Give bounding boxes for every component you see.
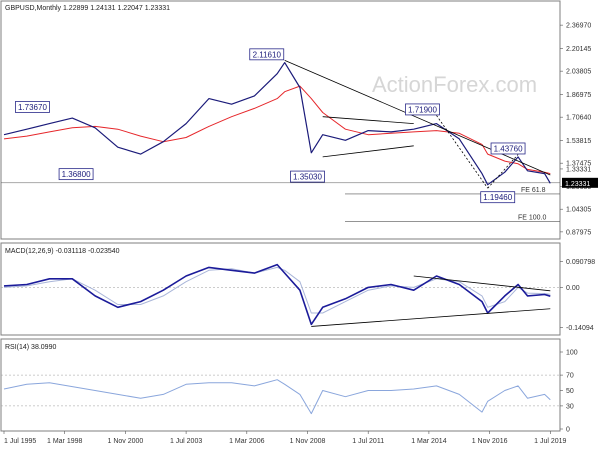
macd-y-tick-label: 0.00	[566, 285, 580, 292]
annotation-box	[290, 170, 325, 183]
macd-panel	[0, 242, 561, 336]
annotation-label: 1.71900	[408, 105, 437, 114]
price-annotation: 1.36800	[58, 168, 94, 181]
macd-support-line	[311, 308, 551, 327]
price-downtrend-line	[284, 59, 551, 176]
price-y-tick-label: 0.87975	[566, 229, 591, 236]
triangle-lower-line	[322, 145, 414, 158]
series-layer	[3, 61, 551, 415]
grid-layer	[1, 182, 560, 407]
label-layer: FE 61.8 FE 100.0 1.73670 1.36800 2.11610 1.35…	[15, 48, 547, 222]
macd-resistance-line	[413, 275, 551, 292]
rsi-y-tick-label: 50	[566, 388, 574, 395]
rsi-line	[3, 379, 551, 415]
annotation-box	[58, 168, 94, 181]
x-tick-label: 1 Jul 2011	[352, 438, 384, 445]
x-tick-label: 1 Mar 1998	[47, 438, 83, 445]
x-tick-label: 1 Mar 2006	[229, 438, 265, 445]
watermark: ActionForex.com	[372, 72, 537, 97]
annotation-box	[490, 142, 526, 155]
last-price-badge	[562, 177, 598, 188]
macd-signal-line	[3, 266, 551, 314]
annotation-label: 2.11610	[253, 50, 282, 59]
price-y-tick-label: 2.20145	[566, 46, 591, 53]
axis-layer: 2.36970 2.20145 2.03805 1.86975 1.70640 1.538…	[3, 23, 598, 445]
price-annotation: 1.35030	[290, 170, 325, 183]
moving-average-line	[3, 85, 551, 175]
price-y-tick-label: 1.33331	[566, 166, 591, 173]
x-tick-label: 1 Mar 2014	[411, 438, 447, 445]
rsi-y-tick-label: 100	[566, 350, 578, 357]
rsi-panel	[0, 338, 561, 432]
x-tick-label: 1 Nov 2008	[290, 438, 326, 445]
macd-header: MACD(12,26,9) -0.031118 -0.023540	[5, 248, 120, 255]
price-header: GBPUSD,Monthly 1.22899 1.24131 1.22047 1…	[5, 5, 170, 12]
price-annotation: 1.43760	[490, 142, 526, 155]
rsi-y-tick-label: 30	[566, 403, 574, 410]
annotation-box	[249, 48, 285, 61]
price-y-tick-label: 1.86975	[566, 92, 591, 99]
price-annotation: 1.71900	[405, 103, 440, 116]
trend-layer	[284, 59, 551, 327]
triangle-upper-line	[322, 116, 414, 125]
macd-y-tick-label: -0.14094	[566, 325, 594, 332]
price-line	[3, 61, 551, 186]
price-y-tick-label: 1.70640	[566, 115, 591, 122]
price-annotation: 2.11610	[249, 48, 285, 61]
annotation-label: 1.43760	[494, 144, 523, 153]
price-y-tick-label: 1.37475	[566, 161, 591, 168]
price-annotation: 1.73670	[15, 101, 50, 113]
annotation-label: 1.19460	[483, 193, 512, 202]
fe-level-label: FE 61.8	[521, 187, 546, 194]
macd-line	[3, 263, 551, 326]
wave-dashed-line	[436, 115, 489, 189]
annotation-label: 1.36800	[62, 170, 91, 179]
last-price-label: 1.23331	[565, 181, 590, 188]
price-y-tick-label: 2.03805	[566, 69, 591, 76]
annotation-box	[15, 101, 50, 113]
x-tick-label: 1 Nov 2000	[107, 438, 143, 445]
price-annotation: 1.19460	[480, 191, 516, 204]
x-tick-label: 1 Jul 2019	[534, 438, 566, 445]
price-panel	[0, 0, 561, 240]
wave-dashed-line	[487, 154, 519, 189]
rsi-header: RSI(14) 38.0990	[5, 344, 56, 351]
price-y-tick-label: 1.53815	[566, 138, 591, 145]
x-tick-label: 1 Jul 1995	[4, 438, 36, 445]
price-y-tick-label: 1.04305	[566, 207, 591, 214]
annotation-box	[405, 103, 440, 116]
rsi-y-tick-label: 70	[566, 373, 574, 380]
macd-y-tick-label: 0.090798	[566, 259, 595, 266]
x-tick-label: 1 Nov 2016	[472, 438, 508, 445]
annotation-label: 1.35030	[293, 173, 322, 182]
rsi-y-tick-label: 0	[566, 427, 570, 434]
fe-level-label: FE 100.0	[518, 215, 547, 222]
annotation-box	[480, 191, 516, 204]
price-y-tick-label: 2.36970	[566, 23, 591, 30]
x-tick-label: 1 Jul 2003	[170, 438, 202, 445]
annotation-label: 1.73670	[18, 103, 47, 112]
